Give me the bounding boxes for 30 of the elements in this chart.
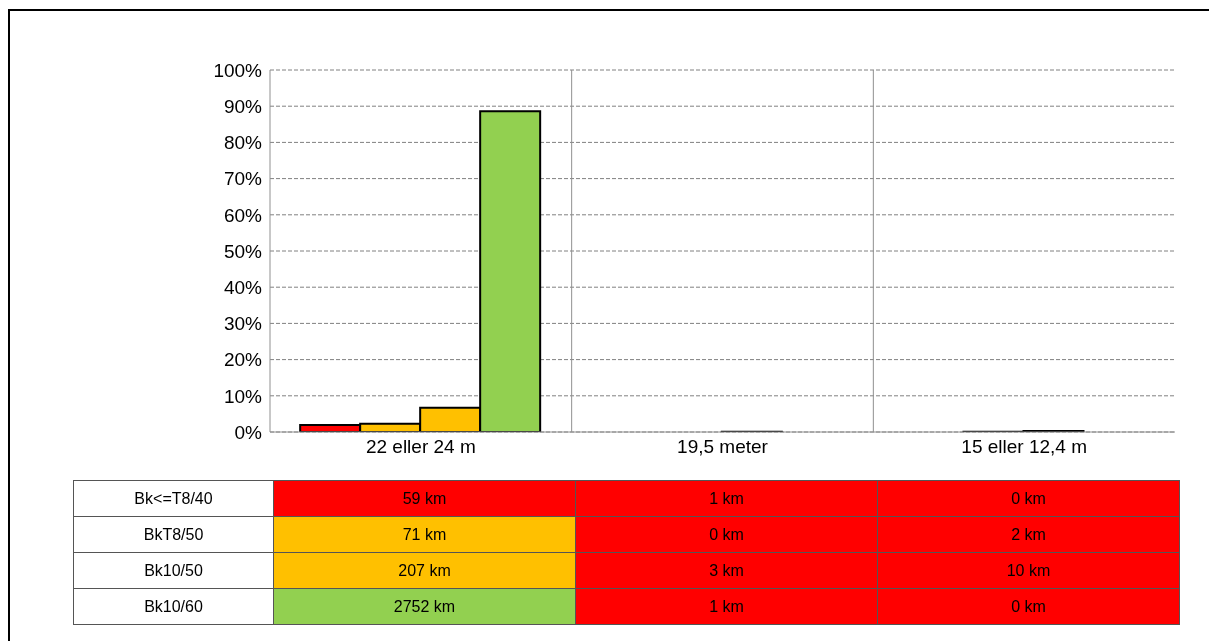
y-tick-label: 80% xyxy=(223,132,263,154)
x-tick-label: 19,5 meter xyxy=(677,436,769,458)
x-tick-label: 22 eller 24 m xyxy=(365,436,476,458)
text: 0 km xyxy=(1011,597,1046,615)
y-tick-label: 10% xyxy=(223,385,263,407)
y-tick-label: 0% xyxy=(234,421,263,443)
category-label: Bk10/60 xyxy=(144,597,203,615)
y-tick-label: 90% xyxy=(223,95,263,117)
text: 2752 km xyxy=(393,597,456,615)
y-tick-label: 20% xyxy=(223,349,263,371)
text: 0 km xyxy=(709,525,744,543)
text: 1 km xyxy=(709,597,744,615)
y-tick-label: 50% xyxy=(223,240,263,262)
text: 71 km xyxy=(402,525,447,543)
text: 2 km xyxy=(1011,525,1046,543)
text: 3 km xyxy=(709,561,744,579)
text: 59 km xyxy=(402,489,447,507)
y-tick-label: 100% xyxy=(213,59,263,81)
category-label: Bk10/50 xyxy=(144,561,203,579)
category-label: BkT8/50 xyxy=(143,525,204,543)
category-label: Bk<=T8/40 xyxy=(134,489,213,507)
text: 207 km xyxy=(398,561,451,579)
text: 0 km xyxy=(1011,489,1046,507)
y-tick-label: 70% xyxy=(223,168,263,190)
x-tick-label: 15 eller 12,4 m xyxy=(961,436,1088,458)
text: 10 km xyxy=(1006,561,1051,579)
text: 1 km xyxy=(709,489,744,507)
y-tick-label: 60% xyxy=(223,204,263,226)
y-tick-label: 30% xyxy=(223,313,263,335)
y-tick-label: 40% xyxy=(223,276,263,298)
